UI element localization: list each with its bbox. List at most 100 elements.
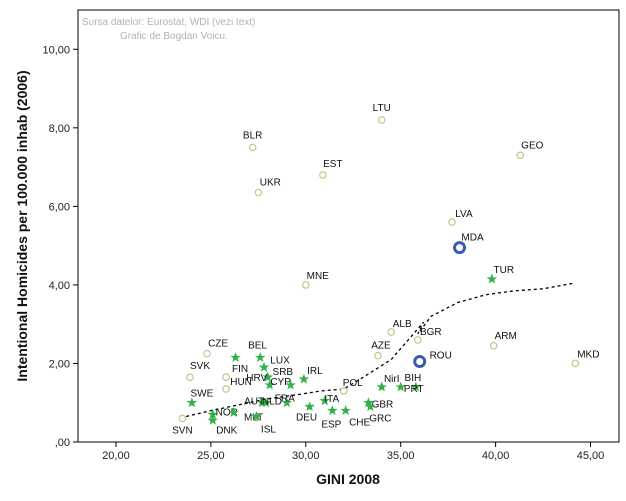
point-label-hun: HUN	[230, 377, 252, 388]
point-label-niri: NirI	[384, 374, 400, 385]
x-tick-label: 25,00	[197, 450, 225, 462]
point-label-nld: NLD	[262, 397, 282, 408]
point-fra	[281, 397, 293, 408]
point-hrv	[264, 379, 275, 390]
point-label-dnk: DNK	[216, 425, 237, 436]
point-label-che: CHE	[349, 418, 370, 429]
point-cze	[203, 349, 211, 358]
point-alb	[387, 328, 396, 336]
point-prt	[395, 381, 406, 392]
point-nld	[260, 397, 272, 408]
point-label-bih: BIH	[405, 373, 422, 384]
point-label-deu: DEU	[296, 413, 317, 424]
point-label-esp: ESP	[321, 420, 341, 431]
point-esp	[327, 405, 338, 416]
y-tick-label: ,00	[55, 437, 70, 449]
y-tick-label: 8,00	[49, 123, 70, 135]
point-label-mda: MDA	[461, 233, 484, 244]
point-label-ita: ITA	[324, 394, 339, 405]
point-blr	[248, 143, 257, 152]
x-tick-label: 35,00	[387, 450, 415, 462]
point-ukr	[254, 188, 263, 197]
point-isl	[251, 411, 262, 421]
point-mda	[453, 241, 467, 255]
point-label-prt: PRT	[404, 384, 424, 395]
point-label-hrv: HRV	[246, 373, 267, 384]
point-label-tur: TUR	[494, 265, 515, 276]
point-aze	[374, 351, 382, 360]
point-lux	[258, 361, 270, 372]
data-points: LTU BLR GEO EST UKR LVA MNE ALB BGR ARM CZE AZE MKD S…	[172, 103, 599, 436]
y-tick-label: 6,00	[49, 201, 70, 213]
point-label-irl: IRL	[307, 366, 323, 377]
point-label-fra: FRA	[275, 394, 295, 405]
point-label-srb: SRB	[273, 367, 294, 378]
point-svk	[186, 373, 194, 382]
point-bel	[230, 352, 241, 363]
point-label-bgr: BGR	[420, 327, 442, 338]
point-deu	[304, 401, 315, 412]
point-hun	[222, 385, 230, 393]
x-tick-label: 45,00	[577, 450, 605, 462]
point-rou	[413, 354, 427, 368]
point-label-ukr: UKR	[260, 178, 281, 189]
point-label-fin: FIN	[232, 364, 248, 375]
point-arm	[489, 341, 498, 350]
point-label-cyp: CYP	[270, 377, 291, 388]
y-tick-label: 2,00	[49, 358, 70, 370]
point-est	[319, 171, 327, 179]
point-dnk	[207, 414, 219, 425]
point-bih	[410, 381, 422, 392]
point-grc	[365, 401, 376, 412]
x-axis-title: GINI 2008	[316, 471, 380, 487]
point-label-cze: CZE	[208, 339, 228, 350]
point-niri	[376, 381, 387, 392]
point-label-svn: SVN	[172, 425, 193, 436]
y-axis-title: Intentional Homicides per 100.000 inhab …	[14, 70, 30, 381]
point-cyp	[285, 379, 296, 390]
point-ltu	[377, 116, 386, 124]
point-swe	[186, 397, 198, 408]
point-label-arm: ARM	[495, 331, 517, 342]
x-tick-label: 40,00	[482, 450, 510, 462]
point-label-aze: AZE	[371, 341, 391, 352]
point-gbr	[363, 397, 374, 408]
point-label-pol: POL	[343, 378, 363, 389]
x-tick-label: 30,00	[292, 450, 320, 462]
point-label-nor: NOR	[216, 408, 238, 419]
point-label-alb: ALB	[393, 319, 412, 330]
point-bgr	[413, 336, 422, 344]
point-label-svk: SVK	[190, 361, 210, 372]
point-label-lva: LVA	[455, 209, 473, 220]
source-line-2: Grafic de Bogdan Voicu.	[120, 31, 228, 42]
point-label-est: EST	[323, 159, 342, 170]
x-tick-label: 20,00	[102, 450, 130, 462]
point-tur	[486, 273, 498, 284]
point-label-swe: SWE	[191, 389, 214, 400]
point-label-grc: GRC	[369, 414, 391, 425]
source-line-1: Sursa datelor: Eurostat, WDI (vezi text)	[82, 17, 255, 28]
y-tick-label: 10,00	[42, 44, 70, 56]
point-pol	[339, 387, 348, 395]
point-svn	[178, 414, 187, 423]
point-ita	[319, 395, 330, 406]
point-label-ltu: LTU	[373, 103, 391, 114]
point-label-mkd: MKD	[577, 349, 599, 360]
point-label-mne: MNE	[307, 271, 330, 282]
point-mlt	[228, 407, 239, 417]
point-unlabeled	[255, 352, 266, 363]
point-label-rou: ROU	[430, 350, 452, 361]
point-lva	[448, 218, 456, 226]
point-geo	[516, 151, 525, 160]
point-label-mlt: MLT	[244, 413, 263, 424]
point-mne	[301, 281, 310, 289]
y-axis-ticks: ,00 2,00 4,00 6,00 8,00 10,00	[42, 44, 78, 449]
point-label-geo: GEO	[521, 140, 543, 151]
point-mkd	[571, 359, 580, 368]
point-label-lux: LUX	[270, 355, 290, 366]
point-label-isl: ISL	[261, 424, 276, 435]
point-fin	[222, 373, 230, 382]
y-tick-label: 4,00	[49, 280, 70, 292]
x-axis-ticks: 20,00 25,00 30,00 35,00 40,00 45,00	[102, 442, 604, 462]
